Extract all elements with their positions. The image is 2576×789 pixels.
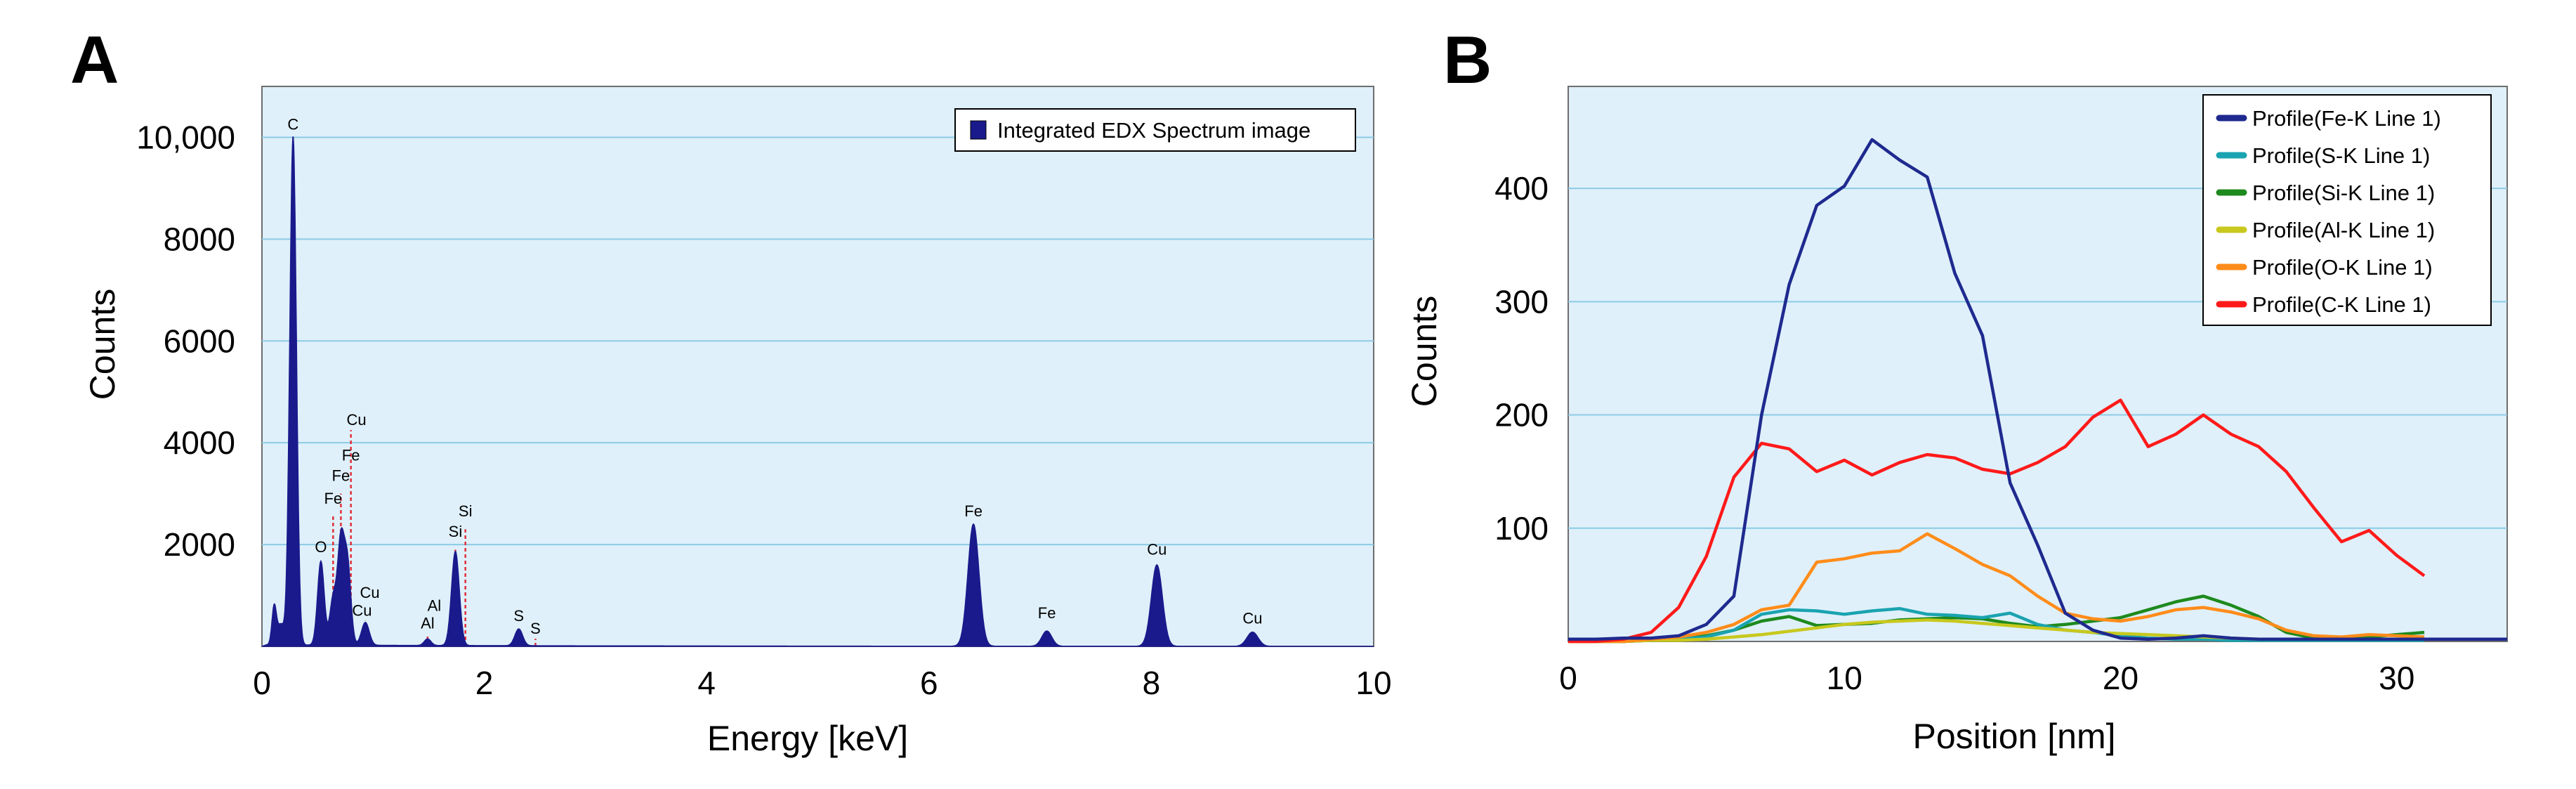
panel-b-letter: B — [1443, 22, 1492, 98]
chart-b-x-tick-labels: 0 10 20 30 — [1559, 660, 2414, 696]
chart-b-legend-label: Profile(Fe-K Line 1) — [2252, 106, 2441, 131]
chart-a-legend-swatch — [970, 120, 987, 140]
chart-a-spectrum-area — [261, 136, 1374, 647]
chart-a-y-tick-label: 2000 — [164, 526, 235, 563]
chart-b-y-tick-labels: 100 200 300 400 — [1494, 170, 1549, 547]
chart-a-peak-label: Cu — [346, 411, 366, 429]
chart-a-peak-label: Fe — [1038, 604, 1056, 622]
chart-a-y-tick-label: 8000 — [164, 221, 235, 257]
chart-a-y-tick-label: 6000 — [164, 322, 235, 359]
chart-b-x-tick-label: 0 — [1559, 660, 1577, 696]
chart-a-x-tick-label: 2 — [475, 665, 494, 701]
chart-a-peak-label: Cu — [360, 584, 379, 601]
chart-b-series-line-1 — [1568, 138, 2507, 641]
chart-b-y-axis-title: Counts — [1405, 296, 1444, 407]
chart-b-y-tick-label: 100 — [1494, 510, 1549, 547]
chart-b-x-tick-label: 20 — [2103, 660, 2138, 696]
chart-b-legend-label: Profile(S-K Line 1) — [2252, 143, 2430, 168]
chart-a-peak-label: Cu — [352, 602, 372, 620]
chart-a-peak-label: Cu — [1242, 609, 1262, 627]
chart-b-legend: Profile(Fe-K Line 1) Profile(S-K Line 1) P… — [2202, 94, 2492, 326]
chart-a-x-tick-label: 4 — [697, 665, 716, 701]
chart-a-gridlines — [262, 136, 1374, 546]
chart-a-peak-label: Fe — [324, 490, 342, 507]
chart-a-peak-label: Al — [421, 615, 435, 632]
chart-a-peak-label: O — [315, 538, 327, 556]
chart-b-legend-label: Profile(Al-K Line 1) — [2252, 218, 2435, 242]
chart-a-legend-label: Integrated EDX Spectrum image — [997, 118, 1310, 143]
chart-b-x-tick-label: 30 — [2379, 660, 2414, 696]
chart-a-peak-label: Fe — [332, 467, 350, 485]
chart-a-x-tick-label: 8 — [1143, 665, 1161, 701]
chart-b-legend-label: Profile(C-K Line 1) — [2252, 292, 2431, 317]
chart-a-legend: Integrated EDX Spectrum image — [954, 108, 1356, 152]
chart-b-x-tick-label: 10 — [1827, 660, 1862, 696]
chart-a-y-tick-label: 10,000 — [136, 119, 235, 155]
chart-a-plot-area — [261, 86, 1374, 647]
chart-b-legend-items: Profile(Fe-K Line 1) Profile(S-K Line 1) P… — [2216, 106, 2441, 317]
chart-a-peak-label: Cu — [1147, 541, 1167, 559]
chart-b-series-line-5 — [1568, 532, 2425, 644]
chart-b-series-line-6 — [1568, 398, 2426, 644]
chart-b-y-tick-label: 400 — [1494, 170, 1549, 207]
chart-a-x-axis-title: Energy [keV] — [707, 719, 908, 758]
chart-a-x-tick-label: 10 — [1355, 665, 1391, 701]
chart-a-peak-label: Si — [449, 523, 463, 540]
chart-a-legend-box — [954, 108, 1356, 152]
chart-b-y-tick-label: 200 — [1494, 397, 1549, 433]
chart-a-peak-label: Fe — [342, 447, 360, 464]
chart-a-peak-label: Si — [459, 502, 473, 520]
chart-a-x-tick-label: 6 — [920, 665, 938, 701]
chart-b-legend-label: Profile(Si-K Line 1) — [2252, 181, 2435, 205]
chart-b-legend-box — [2202, 94, 2492, 326]
panel-a-letter: A — [70, 22, 119, 98]
chart-b-series-lines — [1568, 138, 2507, 644]
chart-a-y-tick-label: 4000 — [164, 424, 235, 461]
chart-a-peak-label: Fe — [964, 502, 983, 520]
chart-a-x-tick-labels: 0 2 4 6 8 10 — [253, 665, 1391, 701]
chart-b-x-axis-title: Position [nm] — [1912, 717, 2115, 756]
chart-b-y-tick-label: 300 — [1494, 283, 1549, 320]
chart-a-x-tick-label: 0 — [253, 665, 271, 701]
chart-a-peak-label: Al — [428, 596, 442, 614]
chart-a-peak-label: C — [287, 116, 298, 133]
chart-a-peak-label: S — [513, 607, 524, 625]
chart-a-y-tick-labels: 2000 4000 6000 8000 10,000 — [136, 119, 235, 563]
chart-b-legend-label: Profile(O-K Line 1) — [2252, 255, 2433, 280]
chart-a-peak-label: S — [530, 620, 541, 637]
chart-b: 100 200 300 400 0 10 20 30 Position [nm] Count… — [1405, 86, 2508, 756]
chart-a-y-axis-title: Counts — [83, 289, 122, 400]
